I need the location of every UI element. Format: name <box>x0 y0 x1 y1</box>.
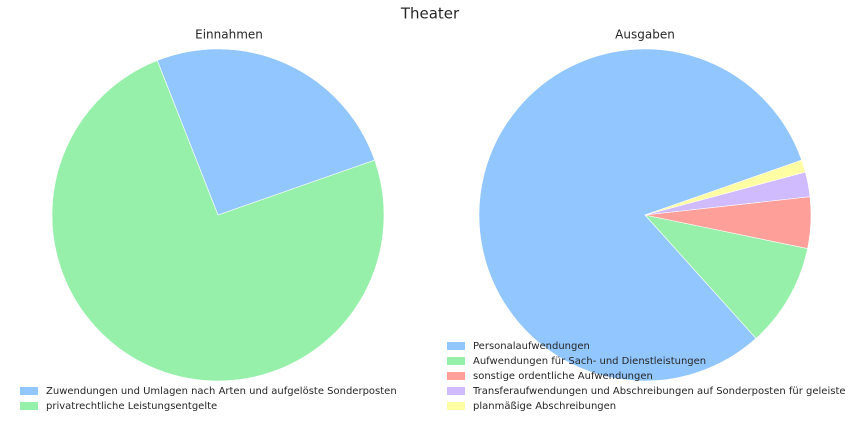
legend-label: planmäßige Abschreibungen <box>473 401 616 412</box>
legend-swatch <box>447 387 465 395</box>
figure-title: Theater <box>400 5 460 23</box>
legend-swatch <box>20 402 38 410</box>
legend-label: privatrechtliche Leistungsentgelte <box>46 401 217 412</box>
pie-title: Ausgaben <box>615 28 675 42</box>
legend-label: Aufwendungen für Sach- und Dienstleistun… <box>473 356 706 367</box>
pie-slice <box>156 48 376 216</box>
pie-title: Einnahmen <box>195 28 263 42</box>
pie-slice <box>644 159 806 216</box>
legend-swatch <box>447 372 465 380</box>
pie-slice <box>644 214 808 339</box>
legend-swatch <box>447 402 465 410</box>
legend-label: Personalaufwendungen <box>473 341 590 352</box>
legend-label: sonstige ordentliche Aufwendungen <box>473 371 653 382</box>
pie-slice <box>478 48 803 382</box>
legend-swatch <box>447 342 465 350</box>
legend-swatch <box>20 387 38 395</box>
legend-label: Transferaufwendungen und Abschreibungen … <box>472 386 846 397</box>
pie-slice <box>51 60 385 382</box>
legend-swatch <box>447 357 465 365</box>
legend-label: Zuwendungen und Umlagen nach Arten und a… <box>46 386 397 397</box>
